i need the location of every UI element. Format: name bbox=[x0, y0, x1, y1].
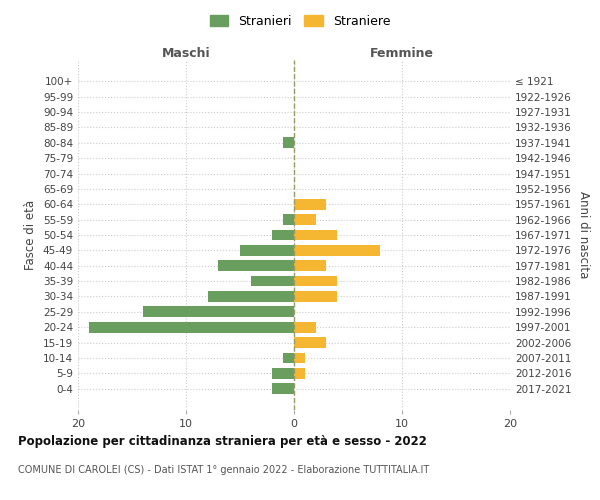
Bar bbox=[218, 260, 294, 271]
Bar bbox=[240, 245, 294, 256]
Bar bbox=[208, 291, 294, 302]
Bar bbox=[272, 384, 294, 394]
Y-axis label: Anni di nascita: Anni di nascita bbox=[577, 192, 590, 278]
Bar bbox=[251, 276, 294, 286]
Bar bbox=[294, 276, 337, 286]
Bar bbox=[294, 214, 316, 225]
Bar bbox=[143, 306, 294, 317]
Bar bbox=[89, 322, 294, 332]
Text: COMUNE DI CAROLEI (CS) - Dati ISTAT 1° gennaio 2022 - Elaborazione TUTTITALIA.IT: COMUNE DI CAROLEI (CS) - Dati ISTAT 1° g… bbox=[18, 465, 429, 475]
Text: Maschi: Maschi bbox=[161, 47, 211, 60]
Y-axis label: Fasce di età: Fasce di età bbox=[25, 200, 37, 270]
Bar bbox=[294, 245, 380, 256]
Legend: Stranieri, Straniere: Stranieri, Straniere bbox=[206, 11, 394, 32]
Bar bbox=[294, 291, 337, 302]
Bar bbox=[294, 337, 326, 348]
Bar bbox=[283, 352, 294, 364]
Bar bbox=[272, 368, 294, 378]
Bar bbox=[294, 199, 326, 209]
Bar bbox=[283, 214, 294, 225]
Bar bbox=[294, 230, 337, 240]
Bar bbox=[283, 138, 294, 148]
Text: Femmine: Femmine bbox=[370, 47, 434, 60]
Bar bbox=[294, 322, 316, 332]
Text: Popolazione per cittadinanza straniera per età e sesso - 2022: Popolazione per cittadinanza straniera p… bbox=[18, 435, 427, 448]
Bar bbox=[294, 368, 305, 378]
Bar bbox=[294, 260, 326, 271]
Bar bbox=[294, 352, 305, 364]
Bar bbox=[272, 230, 294, 240]
